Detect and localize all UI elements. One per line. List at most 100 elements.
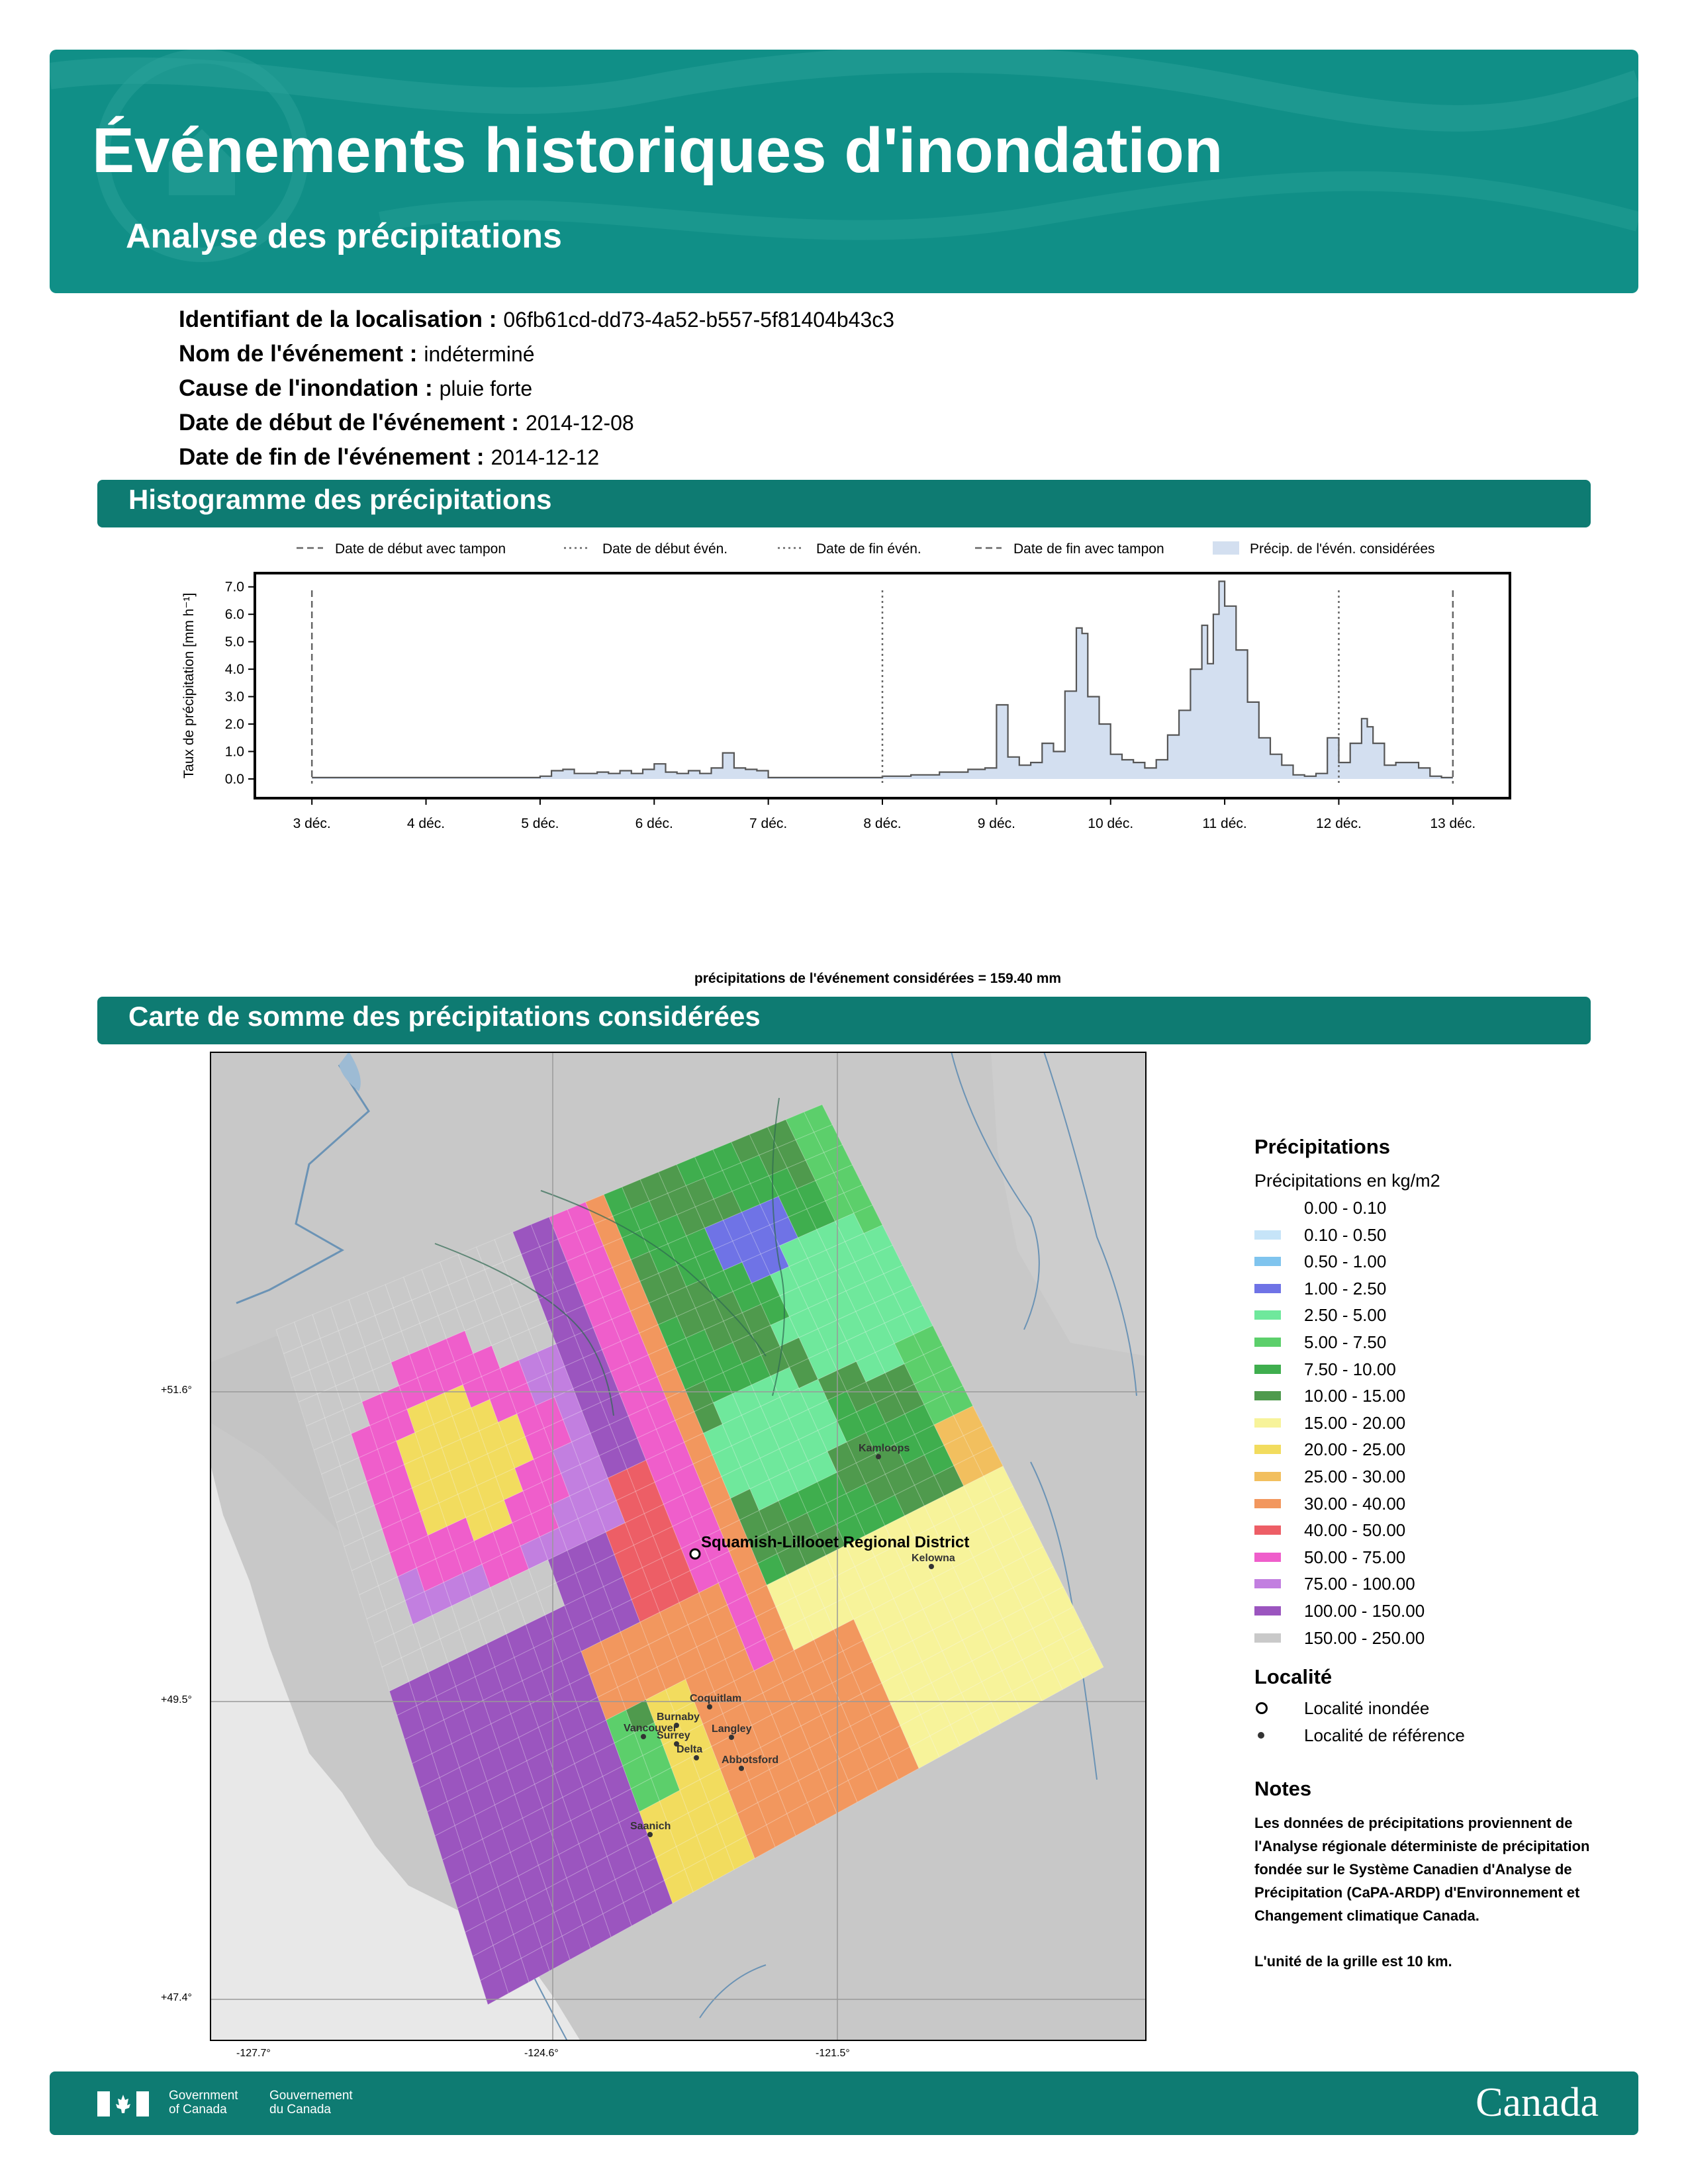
legend-class: 30.00 - 40.00 [1254,1491,1625,1518]
legend-swatch [1254,1471,1281,1481]
coastline [699,1964,767,2019]
flooded-locality-marker [689,1548,701,1560]
x-tick-label: 4 déc. [407,816,445,831]
precipitation-map: Kamloops Kelowna Coquitlam BurnabyVancouver… [210,1052,1147,2041]
legend-label: 1.00 - 2.50 [1304,1278,1387,1298]
legend-label: 40.00 - 50.00 [1304,1520,1406,1541]
legend-label: 25.00 - 30.00 [1304,1466,1406,1486]
legend-class: 75.00 - 100.00 [1254,1571,1625,1598]
reference-localities: Kamloops Kelowna Coquitlam BurnabyVancouver… [624,1443,955,1837]
river [1043,1052,1137,1396]
legend-swatch [1254,1391,1281,1401]
legend-swatch [1254,1633,1281,1643]
y-tick-label: 5.0 [225,635,244,650]
precip-domain [275,1104,1104,2005]
legend-label: 2.50 - 5.00 [1304,1305,1387,1326]
river [772,1097,785,1396]
gov-en: Government of Canada [169,2089,238,2116]
legend-swatch [1254,1283,1281,1293]
legend-class: 2.50 - 5.00 [1254,1302,1625,1330]
gov-fr-line: Gouvernement [269,2089,353,2103]
reference-marker-icon [1258,1731,1264,1739]
event-date-lines [310,590,1454,784]
river [1030,1461,1098,1780]
precipitation-histogram: Date de début avec tampon Date de début é… [181,541,1511,986]
legend-swatch [1254,1230,1281,1240]
meta-key: Identifiant de la localisation : [179,306,497,332]
legend-class: 150.00 - 250.00 [1254,1625,1625,1653]
lat-tick: +47.4° [161,1992,192,2003]
y-tick-label: 3.0 [225,690,244,705]
meta-row-event-name: Nom de l'événement : indéterminé [179,338,894,372]
legend-label: Date de début avec tampon [335,541,506,557]
legend-class: 0.10 - 0.50 [1254,1222,1625,1250]
reference-locality-label: Kamloops [859,1443,910,1454]
legend-class: 20.00 - 25.00 [1254,1437,1625,1464]
legend-label: 0.50 - 1.00 [1304,1251,1387,1272]
reference-locality-marker [707,1704,712,1709]
reference-locality-label: Burnaby [657,1711,700,1723]
lat-tick: +51.6° [161,1385,192,1396]
legend-label: Précip. de l'évén. considérées [1250,541,1435,557]
reference-locality-label: Abbotsford [722,1754,778,1766]
legend-swatch [1254,1498,1281,1508]
notes-text: Les données de précipitations proviennen… [1254,1815,1590,1925]
legend-unit: Précipitations en kg/m2 [1254,1171,1440,1191]
title-banner: Événements historiques d'inondation Anal… [50,50,1638,293]
precip-cell [480,1969,509,2005]
legend-label: Date de début évén. [602,541,727,557]
legend-label: 50.00 - 75.00 [1304,1547,1406,1567]
meta-row-end-date: Date de fin de l'événement :2014-12-12 [179,441,894,475]
reference-locality-marker [674,1741,679,1747]
x-tick-label: 10 déc. [1088,816,1133,831]
grid-note: L'unité de la grille est 10 km. [1254,1953,1452,1970]
reference-locality-label: Delta [677,1744,702,1755]
x-tick-label: 11 déc. [1202,816,1246,831]
legend-classes: 0.00 - 0.10 0.10 - 0.50 0.50 - 1.00 1.00 - … [1254,1195,1625,1652]
legend-label: Date de fin évén. [816,541,921,557]
reference-locality-marker [674,1723,679,1728]
legend-label: 75.00 - 100.00 [1304,1574,1415,1594]
legend-swatch [1254,1364,1281,1374]
reference-locality-marker [647,1832,653,1837]
reference-locality-marker [876,1454,881,1459]
coastline [236,1064,370,1304]
lon-tick: -127.7° [236,2048,271,2059]
legend-swatch [1254,1337,1281,1347]
x-tick-label: 5 déc. [521,816,559,831]
y-tick-label: 2.0 [225,717,244,732]
x-axis-label: précipitations de l'événement considérée… [694,971,1061,986]
legend-title: Précipitations [1254,1135,1390,1158]
section-title: Carte de somme des précipitations consid… [128,1001,761,1032]
canada-flag-icon [97,2091,149,2116]
gov-en-line: Government [169,2089,238,2103]
meta-value: 06fb61cd-dd73-4a52-b557-5f81404b43c3 [503,308,895,332]
legend-label: 150.00 - 250.00 [1304,1627,1425,1648]
meta-value: 2014-12-08 [526,411,634,435]
legend-label: 10.00 - 15.00 [1304,1386,1406,1406]
legend-label: Localité inondée [1304,1698,1430,1719]
lat-tick: +49.5° [161,1694,192,1706]
legend-class: 1.00 - 2.50 [1254,1276,1625,1303]
legend-class: 15.00 - 20.00 [1254,1410,1625,1437]
legend-swatch [1254,1257,1281,1267]
legend-swatch [1254,1203,1281,1212]
meta-key: Date de début de l'événement : [179,410,519,435]
reference-locality-marker [929,1564,934,1569]
river [951,1052,1040,1330]
river [540,1190,767,1357]
legend-label: Date de fin avec tampon [1013,541,1164,557]
legend-label: 15.00 - 20.00 [1304,1412,1406,1433]
legend-class: 10.00 - 15.00 [1254,1383,1625,1410]
river [434,1243,614,1416]
legend-class: 0.00 - 0.10 [1254,1195,1625,1222]
meta-key: Nom de l'événement : [179,341,418,367]
legend-swatch [1254,1418,1281,1428]
y-tick-label: 6.0 [225,607,244,622]
meta-row-location-id: Identifiant de la localisation :06fb61cd… [179,303,894,338]
legend-label: 0.10 - 0.50 [1304,1224,1387,1245]
reference-locality-label: Coquitlam [690,1693,741,1704]
section-header-map: Carte de somme des précipitations consid… [97,997,1591,1044]
legend-swatch [1254,1445,1281,1455]
legend-swatch [1254,1552,1281,1562]
